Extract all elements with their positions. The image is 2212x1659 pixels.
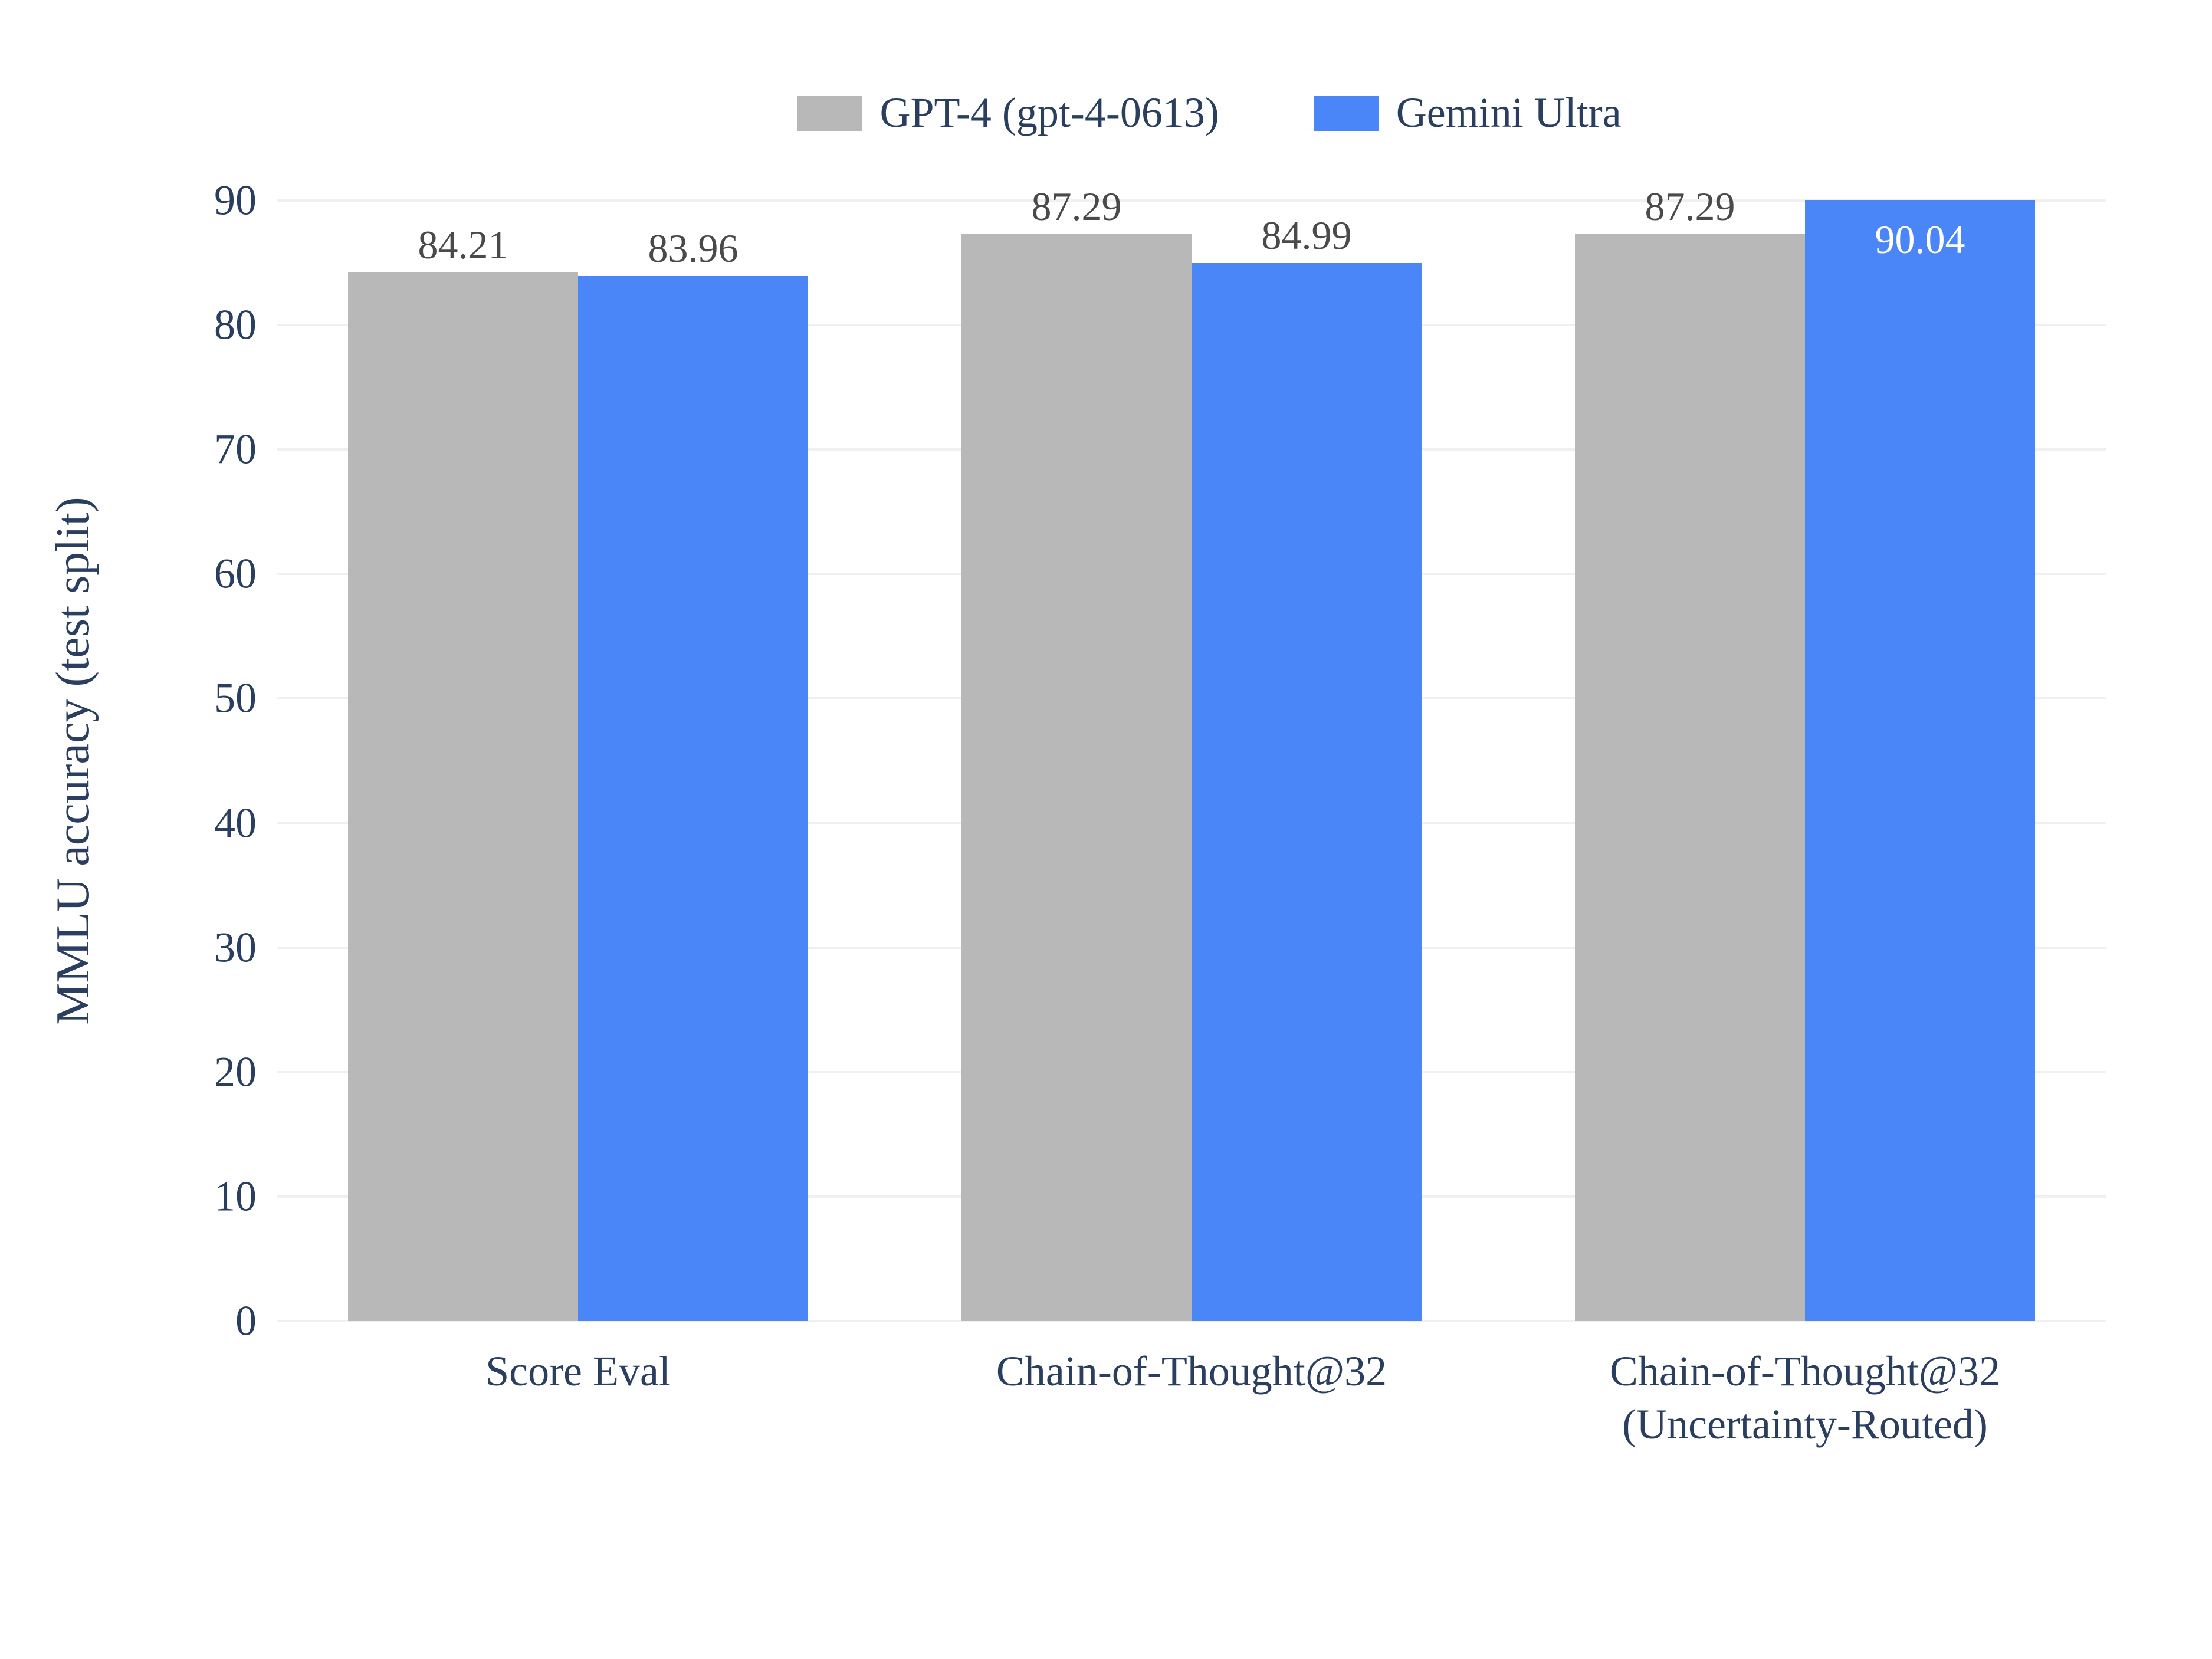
bar-value-label: 83.96	[648, 225, 739, 272]
legend-swatch	[797, 96, 862, 131]
plot-area: 84.2183.9687.2984.9987.2990.04	[277, 201, 2106, 1321]
y-tick-label: 50	[162, 674, 257, 723]
bar-gemini	[578, 276, 808, 1321]
legend-label: GPT-4 (gpt-4-0613)	[880, 88, 1219, 137]
legend-item: Gemini Ultra	[1314, 88, 1622, 137]
y-tick-label: 80	[162, 301, 257, 350]
bar-gpt4	[348, 272, 578, 1321]
legend: GPT-4 (gpt-4-0613) Gemini Ultra	[797, 88, 1622, 137]
chart-stage: GPT-4 (gpt-4-0613) Gemini Ultra 84.21 83.96…	[0, 0, 2212, 1659]
bar-gemini	[1805, 200, 2035, 1321]
x-tick-label: Chain-of-Thought@32	[996, 1345, 1387, 1398]
y-axis-title: MMLU accuracy (test split)	[47, 497, 100, 1024]
y-tick-label: 70	[162, 425, 257, 474]
y-tick-label: 20	[162, 1047, 257, 1096]
x-tick-label: Chain-of-Thought@32(Uncertainty-Routed)	[1610, 1345, 2000, 1451]
x-tick-label-line: (Uncertainty-Routed)	[1610, 1398, 2000, 1451]
x-tick-label-line: Score Eval	[485, 1345, 671, 1398]
legend-swatch	[1314, 96, 1379, 131]
x-tick-label-line: Chain-of-Thought@32	[996, 1345, 1387, 1398]
legend-item: GPT-4 (gpt-4-0613)	[797, 88, 1219, 137]
bar-value-label: 84.21	[418, 222, 508, 268]
legend-label: Gemini Ultra	[1396, 88, 1622, 137]
y-tick-label: 90	[162, 176, 257, 225]
bar-gpt4	[1575, 234, 1805, 1321]
bar-value-label: 87.29	[1032, 183, 1122, 230]
bar-value-label: 87.29	[1645, 183, 1735, 230]
y-tick-label: 40	[162, 799, 257, 847]
y-tick-label: 0	[162, 1297, 257, 1346]
x-tick-label-line: Chain-of-Thought@32	[1610, 1345, 2000, 1398]
bar-value-label: 84.99	[1262, 212, 1352, 259]
bar-gpt4	[961, 234, 1192, 1321]
y-tick-label: 10	[162, 1172, 257, 1221]
x-tick-label: Score Eval	[485, 1345, 671, 1398]
y-tick-label: 60	[162, 550, 257, 599]
y-tick-label: 30	[162, 923, 257, 972]
bar-value-label: 90.04	[1875, 216, 1965, 263]
bar-gemini	[1192, 263, 1422, 1321]
